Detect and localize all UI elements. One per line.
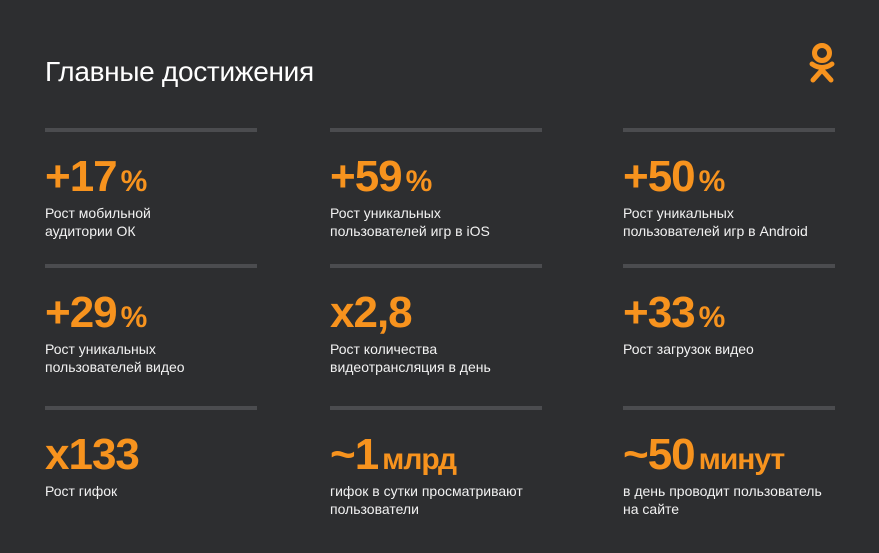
stat-unit: % <box>120 165 148 198</box>
stat-number: ~50 <box>623 430 696 479</box>
stat-description: Рост уникальных пользователей видео <box>45 340 257 376</box>
divider <box>45 264 257 268</box>
stat-number: +29 <box>45 288 118 337</box>
description-line: Рост количества <box>330 341 438 357</box>
stat-value: +29% <box>45 288 257 337</box>
stat-number: x2,8 <box>330 288 413 337</box>
stat-value: ~50 минут <box>623 430 835 479</box>
stat-description: Рост гифок <box>45 482 257 500</box>
description-line: Рост загрузок видео <box>623 341 754 357</box>
stat-unit: млрд <box>382 443 457 476</box>
description-line: Рост мобильной <box>45 205 151 221</box>
description-line: гифок в сутки просматривают <box>330 483 523 499</box>
description-line: в день проводит пользователь <box>623 483 822 499</box>
description-line: пользователей видео <box>45 359 185 375</box>
stat-value: x133 <box>45 430 257 479</box>
divider <box>623 128 835 132</box>
stat-description: в день проводит пользователь на сайте <box>623 482 835 518</box>
achievement-tile: ~1 млрд гифок в сутки просматривают пользов… <box>330 406 542 518</box>
ok-logo <box>809 43 835 83</box>
stat-description: Рост уникальных пользователей игр в Andro… <box>623 204 835 240</box>
achievement-tile: ~50 минут в день проводит пользователь на с… <box>623 406 835 518</box>
stat-value: +17% <box>45 152 257 201</box>
stat-value: x2,8 <box>330 288 542 337</box>
divider <box>623 264 835 268</box>
divider <box>330 128 542 132</box>
stat-description: Рост уникальных пользователей игр в iOS <box>330 204 542 240</box>
stat-unit: % <box>120 301 148 334</box>
stat-description: Рост загрузок видео <box>623 340 835 358</box>
description-line: видеотрансляция в день <box>330 359 491 375</box>
stat-number: +59 <box>330 152 403 201</box>
stat-number: x133 <box>45 430 140 479</box>
achievement-tile: +17% Рост мобильной аудитории ОК <box>45 128 257 240</box>
stat-unit: % <box>698 165 726 198</box>
description-line: Рост уникальных <box>45 341 156 357</box>
divider <box>45 406 257 410</box>
achievement-tile: +29% Рост уникальных пользователей видео <box>45 264 257 376</box>
divider <box>45 128 257 132</box>
description-line: пользователи <box>330 501 419 517</box>
stat-unit: % <box>405 165 433 198</box>
stat-value: +33% <box>623 288 835 337</box>
description-line: Рост уникальных <box>330 205 441 221</box>
achievement-tile: +50% Рост уникальных пользователей игр в A… <box>623 128 835 240</box>
stat-unit: % <box>698 301 726 334</box>
achievement-tile: x2,8 Рост количества видеотрансляция в ден… <box>330 264 542 376</box>
stat-number: +33 <box>623 288 696 337</box>
achievement-tile: +59% Рост уникальных пользователей игр в i… <box>330 128 542 240</box>
stat-description: Рост количества видеотрансляция в день <box>330 340 542 376</box>
description-line: пользователей игр в iOS <box>330 223 490 239</box>
achievement-tile: x133 Рост гифок <box>45 406 257 500</box>
description-line: на сайте <box>623 501 680 517</box>
description-line: Рост уникальных <box>623 205 734 221</box>
title: Главные достижения <box>45 56 314 87</box>
stat-number: ~1 <box>330 430 379 479</box>
achievement-tile: +33% Рост загрузок видео <box>623 264 835 358</box>
description-line: Рост гифок <box>45 483 118 499</box>
divider <box>330 406 542 410</box>
divider <box>330 264 542 268</box>
stat-description: гифок в сутки просматривают пользователи <box>330 482 542 518</box>
description-line: пользователей игр в Android <box>623 223 808 239</box>
stat-number: +50 <box>623 152 696 201</box>
stat-number: +17 <box>45 152 118 201</box>
stat-description: Рост мобильной аудитории ОК <box>45 204 257 240</box>
description-line: аудитории ОК <box>45 223 136 239</box>
stat-value: ~1 млрд <box>330 430 542 479</box>
stat-value: +59% <box>330 152 542 201</box>
stat-value: +50% <box>623 152 835 201</box>
stat-unit: минут <box>698 443 785 476</box>
divider <box>623 406 835 410</box>
